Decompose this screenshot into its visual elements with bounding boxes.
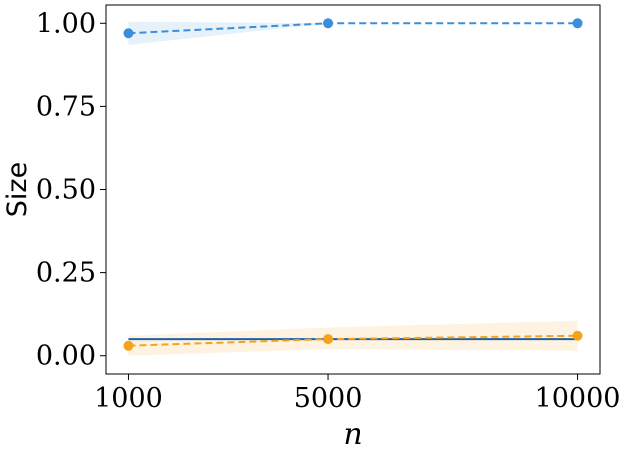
y-tick-label: 1.00 (36, 8, 96, 39)
y-tick-label: 0.75 (36, 91, 96, 122)
series-2-point (572, 330, 583, 341)
series-markers (123, 18, 583, 351)
x-tick-label: 10000 (535, 383, 621, 414)
x-axis-label: n (343, 417, 362, 452)
series-1-point (123, 28, 134, 39)
y-tick-label: 0.50 (36, 175, 96, 206)
series-2-point (123, 340, 134, 351)
series-2-point (323, 334, 334, 345)
series-lines (128, 22, 578, 347)
y-tick-label: 0.00 (36, 341, 96, 372)
x-tick-label: 5000 (294, 383, 363, 414)
plot-frame (105, 4, 601, 375)
series-1-point (323, 18, 334, 29)
confidence-bands (128, 21, 578, 356)
y-axis-label: Size (2, 162, 33, 217)
series-1-point (572, 18, 583, 29)
x-axis: 1000 5000 10000 (94, 374, 620, 414)
y-axis: 0.00 0.25 0.50 0.75 1.00 (36, 8, 106, 372)
y-tick-label: 0.25 (36, 258, 96, 289)
series-1-band (128, 21, 578, 45)
x-tick-label: 1000 (94, 383, 163, 414)
